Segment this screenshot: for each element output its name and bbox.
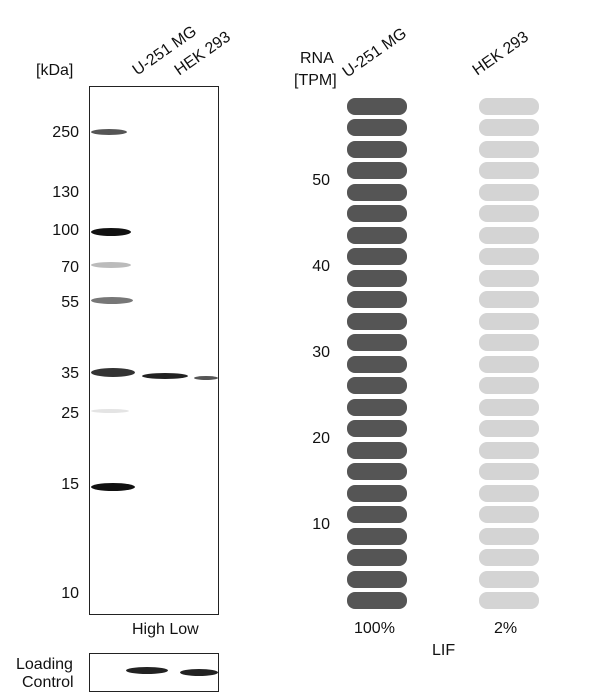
ladder-band-250 bbox=[91, 129, 127, 135]
rna-percent-hek293: 2% bbox=[494, 620, 518, 637]
rna-bar-segment bbox=[347, 140, 407, 158]
rna-bar-segment bbox=[347, 226, 407, 244]
rna-bar-segment bbox=[347, 420, 407, 437]
expression-label: High Low bbox=[132, 621, 199, 638]
rna-bar-segment bbox=[347, 377, 407, 394]
rna-bar-segment bbox=[479, 97, 539, 115]
marker-25: 25 bbox=[61, 405, 79, 422]
rna-bar-segment bbox=[347, 527, 407, 545]
rna-bar-segment bbox=[347, 334, 407, 351]
rna-tick-30: 30 bbox=[312, 344, 330, 361]
marker-10: 10 bbox=[61, 585, 79, 602]
rna-bar-column-u251 bbox=[347, 94, 407, 609]
rna-bar-segment bbox=[347, 592, 407, 609]
loading-band-u251 bbox=[126, 667, 168, 674]
rna-bar-segment bbox=[347, 398, 407, 416]
rna-bar-segment bbox=[347, 269, 407, 287]
rna-label-u251: U-251 MG bbox=[339, 24, 410, 82]
rna-bar-segment bbox=[479, 119, 539, 136]
ladder-band-55 bbox=[91, 297, 133, 304]
rna-bar-segment bbox=[479, 248, 539, 265]
rna-bar-segment bbox=[347, 463, 407, 480]
rna-bar-segment bbox=[479, 592, 539, 609]
rna-bar-segment bbox=[347, 162, 407, 179]
rna-bar-segment bbox=[479, 291, 539, 308]
marker-100: 100 bbox=[52, 222, 79, 239]
gene-name: LIF bbox=[432, 642, 456, 659]
rna-bar-segment bbox=[347, 484, 407, 502]
rna-bar-segment bbox=[347, 248, 407, 265]
rna-bar-segment bbox=[347, 205, 407, 222]
rna-bar-segment bbox=[479, 463, 539, 480]
marker-250: 250 bbox=[52, 124, 79, 141]
loading-band-hek293 bbox=[180, 669, 218, 676]
rna-bar-segment bbox=[479, 527, 539, 545]
ladder-band-35 bbox=[91, 368, 135, 377]
rna-bar-segment bbox=[479, 377, 539, 394]
blot-image bbox=[89, 86, 219, 615]
rna-bar-segment bbox=[479, 205, 539, 222]
rna-bar-segment bbox=[479, 183, 539, 201]
rna-bar-segment bbox=[479, 484, 539, 502]
marker-130: 130 bbox=[52, 184, 79, 201]
rna-bar-segment bbox=[347, 312, 407, 330]
ladder-band-15 bbox=[91, 483, 135, 491]
rna-bar-segment bbox=[347, 506, 407, 523]
rna-bar-segment bbox=[479, 269, 539, 287]
ladder-band-25 bbox=[91, 409, 129, 413]
rna-bar-segment bbox=[479, 549, 539, 566]
loading-control-blot bbox=[89, 653, 219, 692]
rna-bar-segment bbox=[347, 183, 407, 201]
rna-bar-segment bbox=[347, 119, 407, 136]
rna-bar-segment bbox=[347, 97, 407, 115]
rna-bar-column-hek293 bbox=[479, 94, 539, 609]
ladder-band-100 bbox=[91, 228, 131, 236]
rna-bar-segment bbox=[347, 549, 407, 566]
loading-control-label-1: Loading bbox=[16, 656, 73, 673]
rna-bar-segment bbox=[479, 441, 539, 459]
rna-header: RNA bbox=[300, 50, 334, 67]
rna-bar-segment bbox=[479, 312, 539, 330]
rna-tick-20: 20 bbox=[312, 430, 330, 447]
tpm-header: [TPM] bbox=[294, 72, 337, 89]
rna-bar-segment bbox=[347, 441, 407, 459]
ladder-band-70 bbox=[91, 262, 131, 268]
rna-bar-segment bbox=[479, 334, 539, 351]
marker-35: 35 bbox=[61, 365, 79, 382]
rna-bar-segment bbox=[479, 355, 539, 373]
sample-band-hek293 bbox=[194, 376, 218, 380]
rna-tick-40: 40 bbox=[312, 258, 330, 275]
rna-percent-u251: 100% bbox=[354, 620, 395, 637]
loading-control-label-2: Control bbox=[22, 674, 74, 691]
rna-bar-segment bbox=[347, 570, 407, 588]
rna-bar-segment bbox=[479, 162, 539, 179]
rna-bar-segment bbox=[479, 140, 539, 158]
rna-bar-segment bbox=[347, 291, 407, 308]
rna-bar-segment bbox=[479, 420, 539, 437]
rna-tick-10: 10 bbox=[312, 516, 330, 533]
rna-bar-segment bbox=[347, 355, 407, 373]
kda-header: [kDa] bbox=[36, 62, 74, 79]
sample-band-u251 bbox=[142, 373, 188, 379]
rna-bar-segment bbox=[479, 398, 539, 416]
marker-55: 55 bbox=[61, 294, 79, 311]
rna-bar-segment bbox=[479, 226, 539, 244]
marker-15: 15 bbox=[61, 476, 79, 493]
rna-label-hek293: HEK 293 bbox=[469, 28, 532, 80]
marker-70: 70 bbox=[61, 259, 79, 276]
rna-tick-50: 50 bbox=[312, 172, 330, 189]
rna-bar-segment bbox=[479, 570, 539, 588]
rna-bar-segment bbox=[479, 506, 539, 523]
